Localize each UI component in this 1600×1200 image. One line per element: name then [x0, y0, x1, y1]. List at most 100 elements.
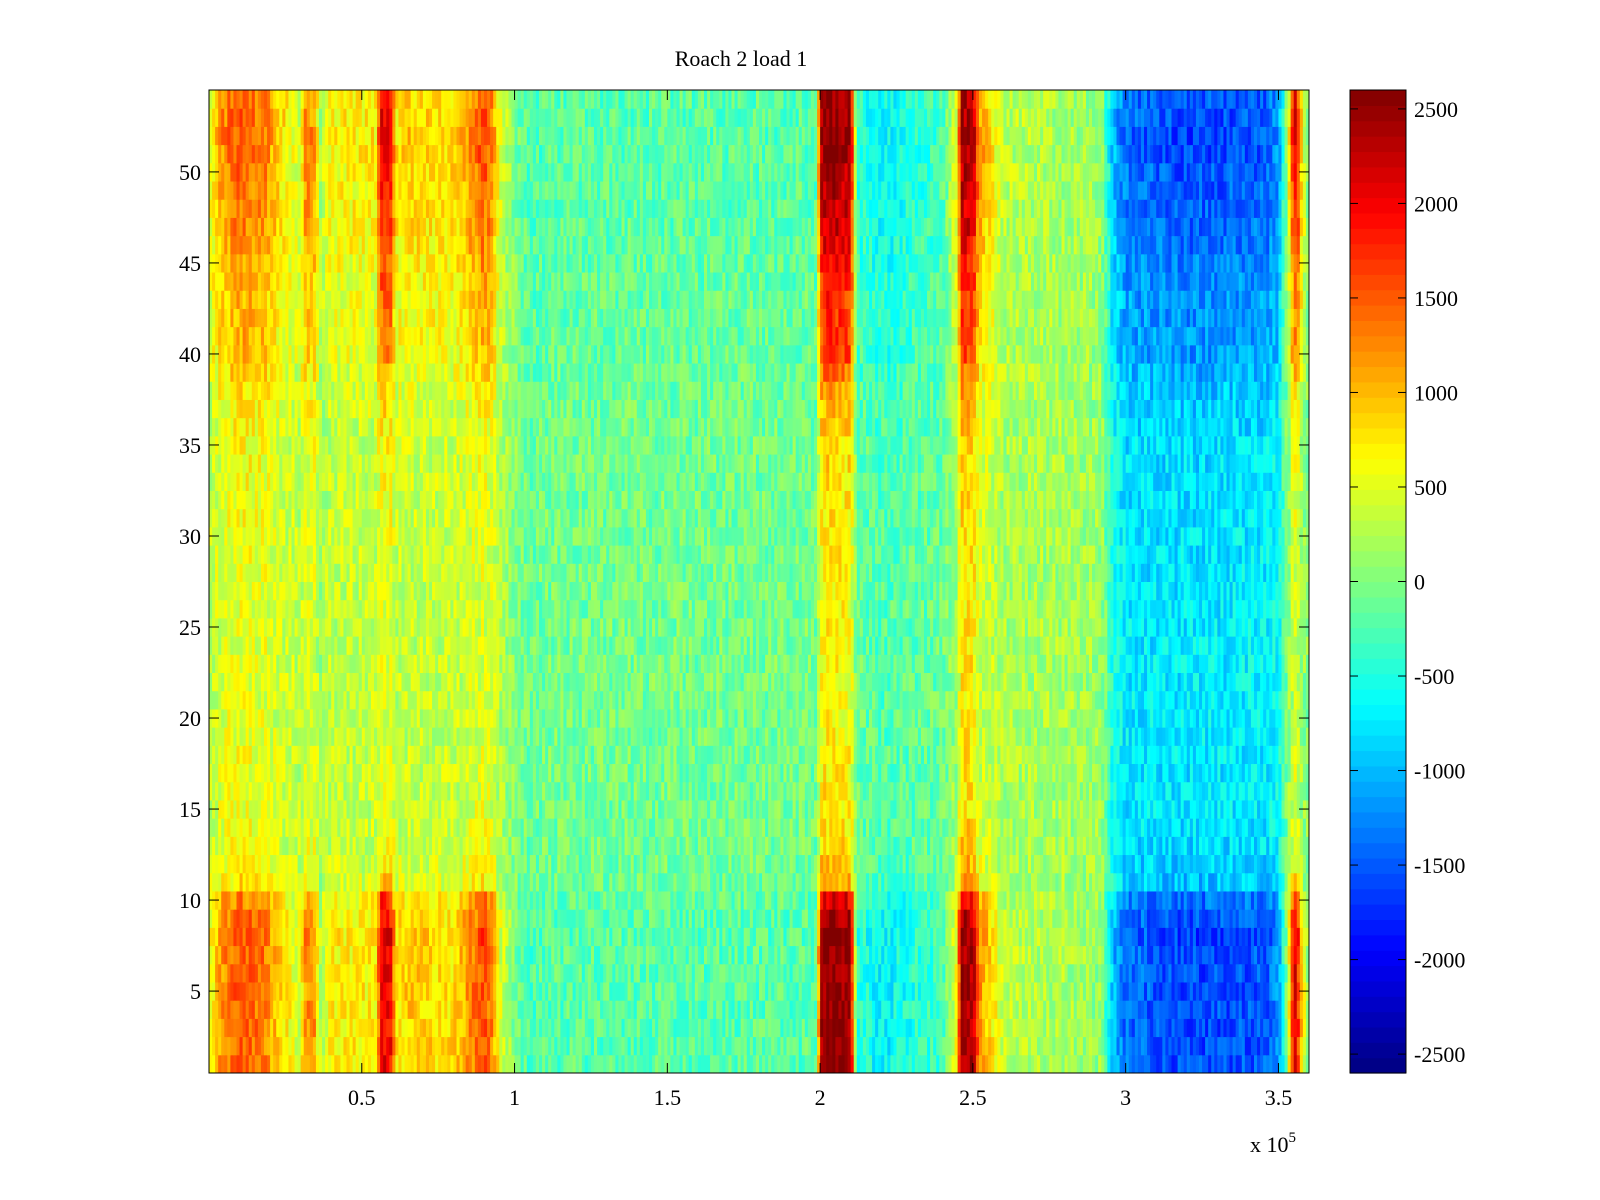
heatmap-cell — [444, 872, 448, 892]
heatmap-cell — [917, 1036, 922, 1056]
heatmap-cell — [661, 1018, 665, 1038]
heatmap-cell — [288, 1036, 292, 1056]
heatmap-cell — [975, 909, 980, 928]
heatmap-cell — [1223, 963, 1227, 983]
heatmap-cell — [1018, 981, 1023, 1001]
heatmap-cell — [557, 963, 561, 983]
heatmap-cell — [872, 872, 876, 892]
heatmap-cell — [279, 836, 283, 856]
heatmap-cell — [212, 927, 216, 947]
heatmap-cell — [1030, 1036, 1035, 1056]
heatmap-cell — [1012, 1018, 1017, 1038]
heatmap-cell — [1199, 1000, 1203, 1019]
heatmap-cell — [755, 1036, 760, 1056]
heatmap-cell — [511, 1054, 516, 1074]
heatmap-cell — [230, 890, 234, 910]
heatmap-cell — [267, 945, 271, 965]
heatmap-cell — [566, 890, 571, 910]
heatmap-cell — [560, 890, 564, 910]
heatmap-cell — [768, 1000, 772, 1019]
heatmap-cell — [1113, 836, 1117, 856]
heatmap-cell — [679, 818, 684, 837]
heatmap-cell — [856, 1018, 861, 1038]
heatmap-cell — [945, 909, 949, 928]
heatmap-cell — [1260, 1018, 1264, 1038]
heatmap-cell — [529, 963, 534, 983]
heatmap-cell — [441, 963, 445, 983]
heatmap-cell — [569, 1000, 574, 1019]
heatmap-cell — [1302, 1054, 1307, 1074]
heatmap-cell — [1104, 1036, 1108, 1056]
heatmap-cell — [1305, 872, 1310, 892]
heatmap-cell — [322, 1054, 326, 1074]
heatmap-cell — [765, 963, 769, 983]
heatmap-cell — [257, 872, 262, 892]
heatmap-cell — [1034, 927, 1038, 947]
heatmap-cell — [655, 981, 659, 1001]
heatmap-cell — [667, 1018, 671, 1038]
heatmap-cell — [597, 854, 601, 874]
heatmap-cell — [370, 1054, 375, 1074]
heatmap-cell — [1211, 836, 1215, 856]
heatmap-cell — [456, 1054, 461, 1074]
heatmap-cell — [1061, 927, 1066, 947]
heatmap-cell — [352, 927, 357, 947]
heatmap-cell — [694, 872, 699, 892]
heatmap-cell — [1244, 927, 1249, 947]
heatmap-cell — [389, 818, 393, 837]
heatmap-cell — [639, 945, 644, 965]
heatmap-cell — [979, 872, 983, 892]
heatmap-cell — [230, 981, 234, 1001]
heatmap-cell — [386, 909, 390, 928]
heatmap-cell — [624, 945, 629, 965]
heatmap-cell — [1186, 872, 1191, 892]
heatmap-cell — [966, 890, 971, 910]
heatmap-cell — [621, 890, 626, 910]
heatmap-cell — [1229, 1036, 1234, 1056]
heatmap-cell — [309, 1054, 314, 1074]
heatmap-cell — [994, 945, 998, 965]
heatmap-cell — [325, 1036, 329, 1056]
heatmap-cell — [1205, 927, 1209, 947]
heatmap-cell — [826, 836, 830, 856]
heatmap-cell — [545, 909, 549, 928]
heatmap-cell — [276, 818, 280, 837]
heatmap-cell — [988, 1054, 992, 1074]
heatmap-cell — [719, 872, 723, 892]
heatmap-cell — [624, 818, 629, 837]
heatmap-cell — [884, 1018, 888, 1038]
heatmap-cell — [325, 963, 329, 983]
heatmap-cell — [762, 963, 766, 983]
heatmap-cell — [1168, 854, 1172, 874]
heatmap-cell — [340, 854, 344, 874]
heatmap-cell — [1134, 1054, 1139, 1074]
heatmap-cell — [899, 1000, 904, 1019]
heatmap-cell — [979, 927, 983, 947]
heatmap-cell — [1116, 854, 1121, 874]
heatmap-cell — [474, 1000, 479, 1019]
heatmap-cell — [349, 1000, 354, 1019]
heatmap-cell — [578, 1018, 583, 1038]
heatmap-cell — [606, 1018, 610, 1038]
heatmap-cell — [899, 836, 904, 856]
heatmap-cell — [554, 945, 558, 965]
heatmap-cell — [1104, 854, 1108, 874]
heatmap-cell — [248, 945, 253, 965]
heatmap-cell — [755, 1000, 760, 1019]
heatmap-cell — [370, 872, 375, 892]
heatmap-cell — [438, 981, 442, 1001]
heatmap-cell — [1238, 1036, 1243, 1056]
heatmap-cell — [1076, 818, 1081, 837]
heatmap-cell — [1214, 981, 1218, 1001]
heatmap-cell — [1046, 1054, 1050, 1074]
heatmap-cell — [774, 927, 778, 947]
heatmap-cell — [688, 927, 693, 947]
heatmap-cell — [1153, 1036, 1157, 1056]
heatmap-cell — [328, 981, 332, 1001]
heatmap-cell — [380, 963, 384, 983]
heatmap-cell — [957, 963, 962, 983]
heatmap-cell — [343, 963, 347, 983]
heatmap-cell — [719, 818, 723, 837]
heatmap-cell — [603, 854, 607, 874]
heatmap-cell — [462, 872, 467, 892]
